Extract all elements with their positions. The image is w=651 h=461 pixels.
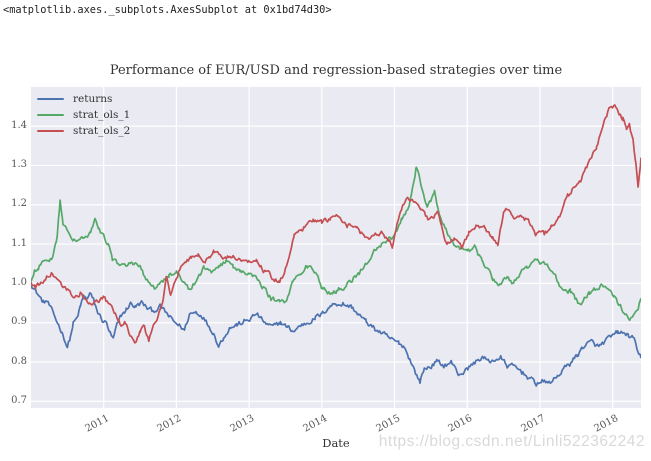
legend-label: returns <box>73 93 113 105</box>
y-tick-label: 1.2 <box>11 198 27 210</box>
x-axis-label: Date <box>322 436 350 450</box>
legend-item-strat-ols-1: strat_ols_1 <box>37 107 130 123</box>
legend-label: strat_ols_1 <box>73 109 131 121</box>
y-tick-label: 0.7 <box>11 394 27 406</box>
legend-line-swatch <box>37 113 64 117</box>
chart-title: Performance of EUR/USD and regression-ba… <box>109 63 563 78</box>
console-repr-text: <matplotlib.axes._subplots.AxesSubplot a… <box>3 4 332 16</box>
series-line-returns <box>31 285 641 387</box>
y-tick-label: 1.4 <box>11 119 27 131</box>
y-tick-label: 1.3 <box>11 158 27 170</box>
axes-background <box>31 87 641 408</box>
watermark: https://blog.csdn.net/Linli522362242 <box>378 433 645 450</box>
legend-item-returns: returns <box>37 91 130 107</box>
legend-line-swatch <box>37 97 64 101</box>
legend-line-swatch <box>37 129 64 133</box>
series-line-strat_ols_2 <box>31 104 641 344</box>
legend-label: strat_ols_2 <box>73 125 131 137</box>
y-tick-label: 1.1 <box>11 237 27 249</box>
series-line-strat_ols_1 <box>31 166 641 322</box>
legend-item-strat-ols-2: strat_ols_2 <box>37 123 130 139</box>
y-tick-label: 0.8 <box>11 355 27 367</box>
legend: returns strat_ols_1 strat_ols_2 <box>37 91 130 139</box>
y-tick-label: 0.9 <box>11 316 27 328</box>
y-tick-label: 1.0 <box>11 276 27 288</box>
